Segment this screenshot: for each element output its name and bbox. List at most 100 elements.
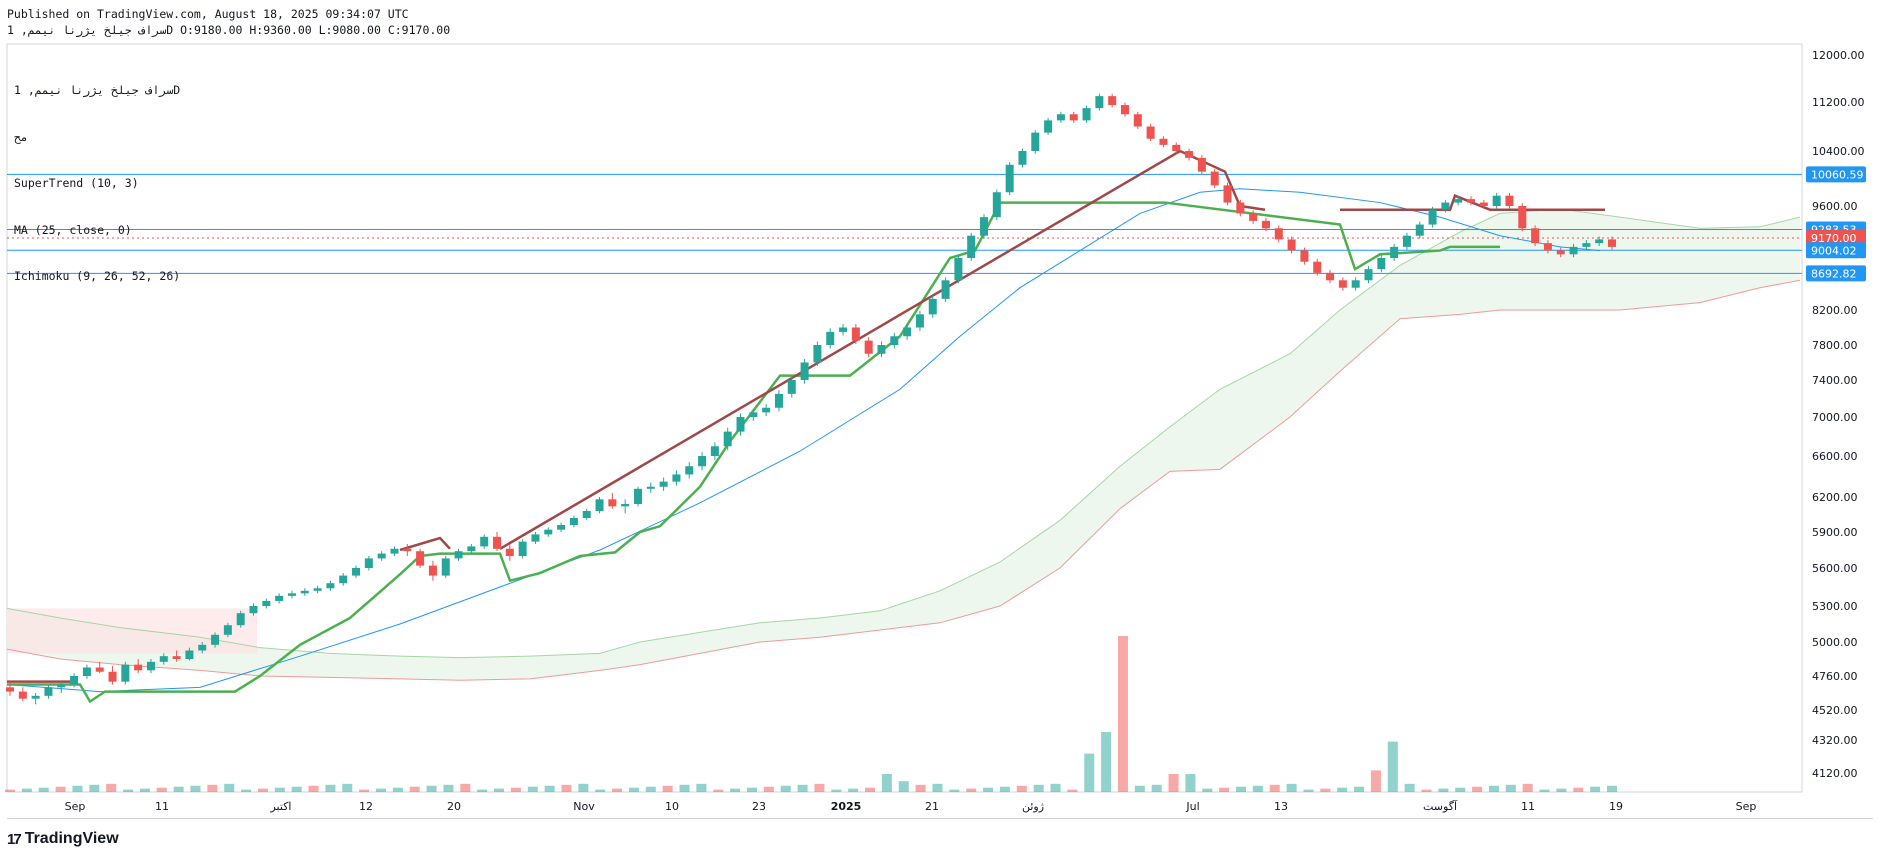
- volume-bar: [831, 789, 842, 792]
- volume-bar: [21, 788, 32, 792]
- volume-bar: [1117, 636, 1128, 792]
- candle-body: [416, 551, 425, 566]
- candle-body: [146, 661, 155, 671]
- volume-bar: [1236, 786, 1247, 792]
- y-tick-label: 4320.00: [1812, 734, 1858, 747]
- candle-body: [249, 606, 258, 614]
- candle-body: [428, 565, 437, 576]
- volume-bar: [932, 783, 943, 792]
- candle-body: [1582, 243, 1591, 247]
- volume-bar: [612, 788, 623, 792]
- ohlc-line: سراف جیلخ یژرنا نیمم, 1D O:9180.00 H:936…: [7, 23, 451, 37]
- ichimoku-cloud: [7, 208, 1800, 681]
- volume-bar: [38, 787, 49, 792]
- volume-bar: [1539, 789, 1550, 792]
- volume-bar: [1067, 789, 1078, 792]
- candle-body: [1531, 228, 1540, 244]
- candle-body: [557, 525, 566, 530]
- volume-bar: [460, 783, 471, 792]
- y-tick-label: 4120.00: [1812, 767, 1858, 780]
- price-label-box: [1806, 242, 1866, 259]
- candle-body: [518, 541, 527, 556]
- candle-body: [1543, 243, 1552, 251]
- y-tick-label: 6600.00: [1812, 450, 1858, 463]
- volume-bar: [55, 786, 66, 792]
- candle-body: [1069, 114, 1078, 121]
- candle-body: [1608, 239, 1616, 247]
- candle-body: [377, 553, 386, 559]
- candle-body: [877, 345, 886, 354]
- indicator-legend: سراف جیلخ یژرنا نیمم, 1D مح SuperTrend (…: [14, 52, 180, 300]
- candle-body: [967, 235, 976, 258]
- legend-ichimoku[interactable]: Ichimoku (9, 26, 52, 26): [14, 269, 181, 283]
- volume-bar: [746, 787, 757, 792]
- candle-body: [1402, 235, 1411, 247]
- candle-body: [672, 474, 681, 482]
- volume-bar: [510, 787, 521, 792]
- x-tick-label: Sep: [1736, 800, 1757, 813]
- volume-bar: [1354, 786, 1365, 792]
- legend-symbol[interactable]: سراف جیلخ یژرنا نیمم, 1D: [14, 83, 181, 97]
- candle-body: [1287, 239, 1296, 251]
- candle-body: [749, 412, 758, 417]
- candle-body: [736, 417, 745, 432]
- volume-bar: [898, 781, 909, 792]
- price-label-text: 8692.82: [1811, 267, 1857, 280]
- y-tick-label: 5000.00: [1812, 636, 1858, 649]
- volume-bar: [1421, 789, 1432, 792]
- candle-body: [954, 258, 963, 281]
- candle-body: [1249, 213, 1258, 221]
- volume-bar: [72, 785, 83, 792]
- y-tick-label: 4520.00: [1812, 704, 1858, 717]
- volume-bar: [139, 788, 150, 792]
- volume-bar: [409, 786, 420, 792]
- volume-bar: [1134, 785, 1145, 792]
- volume-bar: [814, 783, 825, 792]
- volume-bar: [1370, 770, 1381, 792]
- candle-body: [1428, 209, 1437, 225]
- candle-body: [1415, 224, 1424, 236]
- candle-body: [1505, 195, 1514, 206]
- candle-body: [1390, 246, 1399, 258]
- legend-ma[interactable]: MA (25, close, 0): [14, 222, 132, 237]
- volume-bar: [561, 784, 572, 792]
- candle-body: [1441, 202, 1450, 210]
- volume-bar: [999, 786, 1010, 792]
- volume-bar: [1168, 774, 1179, 792]
- candle-body: [1326, 272, 1335, 281]
- volume-bar: [595, 789, 606, 792]
- y-tick-label: 10400.00: [1812, 145, 1865, 158]
- candle-body: [31, 695, 40, 699]
- candle-body: [454, 551, 463, 559]
- x-tick-label: 11: [155, 800, 169, 813]
- candle-body: [1018, 151, 1027, 165]
- volume-bar: [881, 774, 892, 792]
- volume-bar: [983, 787, 994, 792]
- volume-bar: [1505, 784, 1516, 792]
- ichimoku-span-b: [6, 279, 1801, 681]
- price-label-box: [1806, 265, 1866, 282]
- tradingview-logo-icon: 17: [7, 830, 22, 848]
- candle-body: [70, 676, 79, 685]
- candle-body: [544, 529, 553, 535]
- volume-bar: [763, 786, 774, 792]
- volume-bar: [291, 786, 302, 792]
- candle-body: [710, 446, 719, 456]
- volume-bar: [123, 789, 134, 792]
- candle-body: [198, 644, 207, 651]
- volume-bar: [426, 785, 437, 792]
- volume-bar: [190, 785, 201, 792]
- x-tick-label: Sep: [65, 800, 86, 813]
- candle-body: [1518, 206, 1527, 229]
- volume-bar: [713, 789, 724, 792]
- volume-bar: [173, 786, 184, 792]
- y-tick-label: 5600.00: [1812, 562, 1858, 575]
- tradingview-logo[interactable]: 17 TradingView: [7, 830, 119, 848]
- volume-bar: [1252, 785, 1263, 792]
- legend-supertrend[interactable]: SuperTrend (10, 3): [14, 176, 139, 190]
- candle-body: [851, 327, 860, 341]
- volume-bar: [1472, 786, 1483, 792]
- candle-body: [1595, 239, 1604, 244]
- candle-body: [621, 504, 630, 507]
